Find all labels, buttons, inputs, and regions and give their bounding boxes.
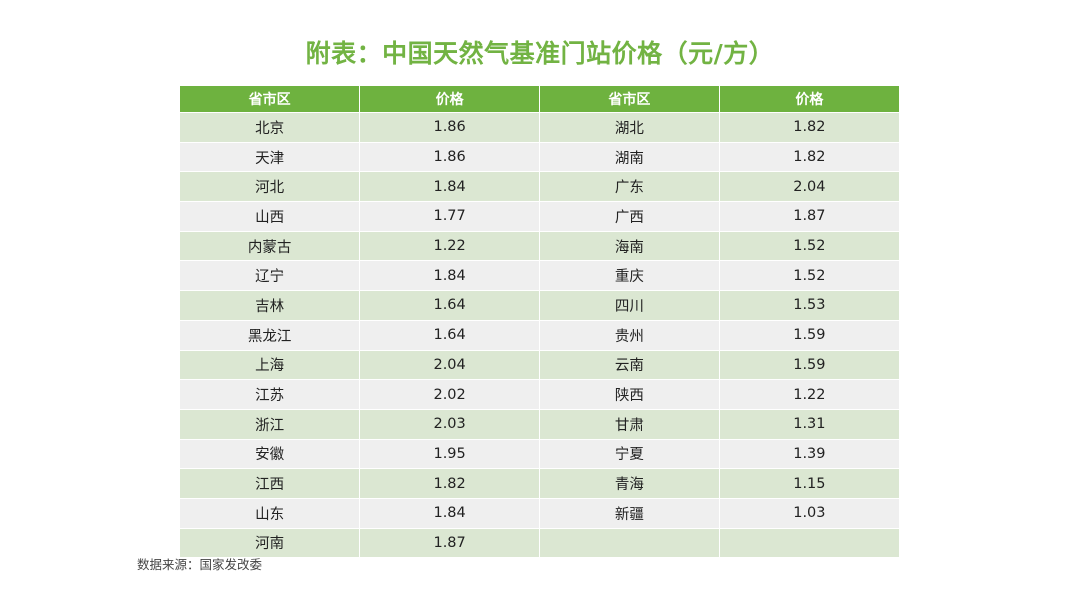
province-cell: 河南 bbox=[180, 527, 361, 558]
price-cell: 1.22 bbox=[359, 230, 540, 261]
price-cell: 1.84 bbox=[359, 497, 540, 529]
table-row: 内蒙古 1.22 海南 1.52 bbox=[180, 230, 899, 261]
province-cell: 江苏 bbox=[180, 379, 361, 410]
province-cell: 广西 bbox=[539, 201, 720, 232]
province-cell: 内蒙古 bbox=[180, 230, 361, 261]
province-cell: 云南 bbox=[539, 349, 720, 380]
price-cell: 1.86 bbox=[359, 141, 540, 172]
table-row: 天津 1.86 湖南 1.82 bbox=[180, 141, 899, 172]
column-header: 价格 bbox=[359, 86, 540, 113]
table-row: 河北 1.84 广东 2.04 bbox=[180, 171, 899, 202]
province-cell: 安徽 bbox=[180, 438, 361, 469]
province-cell: 陕西 bbox=[539, 379, 720, 410]
price-cell: 1.86 bbox=[359, 112, 540, 143]
price-cell: 1.64 bbox=[359, 319, 540, 350]
column-header: 省市区 bbox=[539, 86, 720, 113]
province-cell: 浙江 bbox=[180, 408, 361, 440]
province-cell: 四川 bbox=[539, 290, 720, 321]
province-cell: 山东 bbox=[180, 497, 361, 529]
province-cell: 吉林 bbox=[180, 290, 361, 321]
price-cell: 1.82 bbox=[359, 468, 540, 499]
province-cell: 青海 bbox=[539, 468, 720, 499]
province-cell: 天津 bbox=[180, 141, 361, 172]
province-cell: 贵州 bbox=[539, 319, 720, 350]
province-cell: 江西 bbox=[180, 468, 361, 499]
price-cell: 1.82 bbox=[719, 141, 899, 172]
price-cell: 2.04 bbox=[719, 171, 899, 202]
column-header: 省市区 bbox=[180, 86, 361, 113]
price-cell: 1.22 bbox=[719, 379, 899, 410]
province-cell: 河北 bbox=[180, 171, 361, 202]
price-cell: 1.31 bbox=[719, 408, 899, 440]
price-cell: 1.15 bbox=[719, 468, 899, 499]
price-cell: 2.02 bbox=[359, 379, 540, 410]
province-cell bbox=[539, 527, 720, 558]
price-cell: 2.03 bbox=[359, 408, 540, 440]
price-cell: 1.59 bbox=[719, 319, 899, 350]
price-cell: 1.87 bbox=[359, 527, 540, 558]
province-cell: 上海 bbox=[180, 349, 361, 380]
province-cell: 黑龙江 bbox=[180, 319, 361, 350]
table-row: 山西 1.77 广西 1.87 bbox=[180, 201, 899, 232]
table-row: 江西 1.82 青海 1.15 bbox=[180, 468, 899, 499]
province-cell: 广东 bbox=[539, 171, 720, 202]
table-row: 浙江 2.03 甘肃 1.31 bbox=[180, 408, 899, 440]
table-row: 北京 1.86 湖北 1.82 bbox=[180, 112, 899, 143]
price-cell: 2.04 bbox=[359, 349, 540, 380]
price-cell: 1.87 bbox=[719, 201, 899, 232]
province-cell: 甘肃 bbox=[539, 408, 720, 440]
price-cell: 1.52 bbox=[719, 230, 899, 261]
price-cell: 1.52 bbox=[719, 260, 899, 291]
price-cell: 1.77 bbox=[359, 201, 540, 232]
table-row: 辽宁 1.84 重庆 1.52 bbox=[180, 260, 899, 291]
price-cell: 1.64 bbox=[359, 290, 540, 321]
table-row: 山东 1.84 新疆 1.03 bbox=[180, 497, 899, 529]
table-row: 江苏 2.02 陕西 1.22 bbox=[180, 379, 899, 410]
province-cell: 湖南 bbox=[539, 141, 720, 172]
price-cell: 1.84 bbox=[359, 171, 540, 202]
province-cell: 宁夏 bbox=[539, 438, 720, 469]
province-cell: 北京 bbox=[180, 112, 361, 143]
price-cell: 1.53 bbox=[719, 290, 899, 321]
price-cell: 1.95 bbox=[359, 438, 540, 469]
page-title: 附表：中国天然气基准门站价格（元/方） bbox=[305, 39, 775, 68]
table-row: 黑龙江 1.64 贵州 1.59 bbox=[180, 319, 899, 350]
province-cell: 海南 bbox=[539, 230, 720, 261]
table-row: 安徽 1.95 宁夏 1.39 bbox=[180, 438, 899, 469]
price-cell: 1.82 bbox=[719, 112, 899, 143]
province-cell: 重庆 bbox=[539, 260, 720, 291]
table-row: 上海 2.04 云南 1.59 bbox=[180, 349, 899, 380]
province-cell: 湖北 bbox=[539, 112, 720, 143]
source-note: 数据来源：国家发改委 bbox=[137, 557, 263, 572]
price-cell: 1.84 bbox=[359, 260, 540, 291]
province-cell: 新疆 bbox=[539, 497, 720, 529]
price-cell bbox=[719, 527, 899, 558]
price-cell: 1.39 bbox=[719, 438, 899, 469]
price-table: 省市区 价格 省市区 价格 北京 1.86 湖北 1.82 天津 1.86 湖南 1.82 河北 1.8… bbox=[180, 86, 899, 558]
price-cell: 1.59 bbox=[719, 349, 899, 380]
province-cell: 山西 bbox=[180, 201, 361, 232]
table-header: 省市区 价格 省市区 价格 bbox=[180, 86, 899, 113]
table-row: 河南 1.87 bbox=[180, 527, 899, 558]
column-header: 价格 bbox=[719, 86, 899, 113]
table-row: 吉林 1.64 四川 1.53 bbox=[180, 290, 899, 321]
province-cell: 辽宁 bbox=[180, 260, 361, 291]
price-cell: 1.03 bbox=[719, 497, 899, 529]
